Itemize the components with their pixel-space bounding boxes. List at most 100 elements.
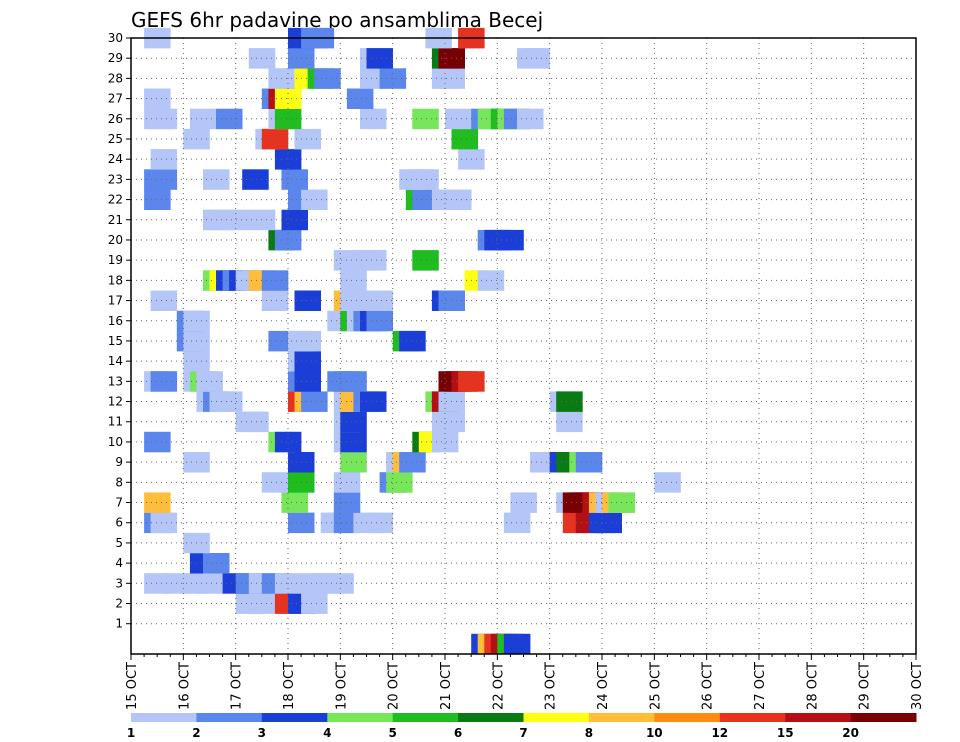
heatmap-cell xyxy=(333,472,361,493)
plot-frame xyxy=(130,37,917,655)
colorbar-label: 15 xyxy=(777,726,794,740)
y-tick-label: 28 xyxy=(108,71,123,85)
grid-lines xyxy=(131,37,916,654)
heatmap-cell xyxy=(340,371,367,392)
heatmap-cell xyxy=(144,189,171,210)
heatmap-cell xyxy=(333,492,361,513)
x-tick-label: 25 OCT xyxy=(648,662,663,710)
colorbar-label: 8 xyxy=(585,726,593,740)
colorbar-label: 5 xyxy=(389,726,397,740)
y-tick-label: 3 xyxy=(115,576,123,590)
heatmap-cell xyxy=(248,593,276,614)
y-tick-label: 17 xyxy=(108,294,123,308)
heatmap-cell xyxy=(144,88,171,109)
colorbar-swatch xyxy=(523,713,590,722)
heatmap-cell xyxy=(412,250,439,271)
heatmap-cell xyxy=(366,512,393,534)
heatmap-cell xyxy=(477,270,505,291)
y-tick-label: 20 xyxy=(108,233,123,247)
x-tick-label: 17 OCT xyxy=(230,662,245,710)
y-tick-label: 4 xyxy=(115,556,123,570)
heatmap-cell xyxy=(150,512,178,534)
heatmap-cell xyxy=(144,431,171,453)
heatmap-cell xyxy=(412,108,439,130)
colorbar-swatch xyxy=(392,713,459,722)
heatmap-cell xyxy=(360,391,387,412)
heatmap-cell xyxy=(150,108,178,130)
y-tick-label: 24 xyxy=(108,152,123,166)
colorbar-swatch xyxy=(458,713,524,722)
heatmap-cell xyxy=(340,452,367,473)
heatmap-cell xyxy=(556,391,583,412)
x-tick-label: 28 OCT xyxy=(805,662,820,710)
colorbar-swatch xyxy=(131,713,197,722)
heatmap-cell xyxy=(366,290,393,311)
heatmap-cell xyxy=(261,472,289,493)
heatmap-cell xyxy=(510,492,537,513)
heatmap-cell xyxy=(503,512,531,534)
heatmap-cell xyxy=(301,391,328,412)
heatmap-cell xyxy=(399,452,426,473)
colorbar-label: 1 xyxy=(127,726,135,740)
x-axis: 15 OCT 16 OCT 17 OCT 18 OCT 19 OCT 20 OCT 21 O… xyxy=(125,654,925,710)
heatmap-cell xyxy=(294,371,321,392)
heatmap-cell xyxy=(261,270,289,291)
y-tick-label: 30 xyxy=(108,31,123,45)
y-tick-label: 1 xyxy=(115,617,123,631)
heatmap-cell xyxy=(150,149,178,170)
heatmap-cell xyxy=(360,250,387,271)
colorbar-label: 10 xyxy=(646,726,663,740)
colorbar-swatch xyxy=(654,713,721,722)
heatmap-cell xyxy=(340,411,367,433)
colorbar-swatch xyxy=(785,713,852,722)
y-tick-label: 25 xyxy=(108,132,123,146)
heatmap-cell xyxy=(189,108,217,130)
y-tick-label: 6 xyxy=(115,516,123,530)
y-tick-label: 2 xyxy=(115,597,123,611)
heatmap-cell xyxy=(216,108,243,130)
heatmap-cell xyxy=(431,431,459,453)
heatmap-cell xyxy=(412,169,439,190)
heatmap-cell xyxy=(196,371,223,392)
heatmap-cell xyxy=(222,209,250,231)
heatmap-cell xyxy=(281,209,308,231)
heatmap-cell xyxy=(503,633,531,655)
x-tick-label: 21 OCT xyxy=(439,662,454,710)
y-tick-label: 12 xyxy=(108,395,123,409)
heatmap-cell xyxy=(274,149,302,170)
heatmap-cell xyxy=(360,108,387,130)
y-tick-label: 13 xyxy=(108,374,123,388)
heatmap-cell xyxy=(294,290,321,311)
x-tick-label: 18 OCT xyxy=(282,662,297,710)
y-tick-label: 21 xyxy=(108,213,123,227)
heatmap-cell xyxy=(595,512,622,534)
heatmap-cell xyxy=(216,391,243,412)
y-tick-label: 14 xyxy=(108,354,123,368)
colorbar: 1 2 3 4 5 6 7 8 10 12 15 20 xyxy=(127,713,917,740)
y-tick-label: 19 xyxy=(108,253,123,267)
heatmap-cell xyxy=(366,310,393,332)
heatmap-cell xyxy=(654,472,681,493)
y-tick-label: 27 xyxy=(108,92,123,106)
x-tick-label: 27 OCT xyxy=(753,662,768,710)
heatmap-cell xyxy=(340,431,367,453)
colorbar-swatch xyxy=(196,713,263,722)
heatmap-cell xyxy=(248,48,276,69)
y-tick-label: 5 xyxy=(115,536,123,550)
y-tick-label: 9 xyxy=(115,455,123,469)
heatmap-cell xyxy=(261,290,289,311)
heatmap-cell xyxy=(556,411,583,433)
heatmap-cell xyxy=(575,452,603,473)
heatmap-cell xyxy=(261,128,289,150)
colorbar-label: 2 xyxy=(192,726,200,740)
colorbar-swatch xyxy=(327,713,394,722)
x-tick-label: 23 OCT xyxy=(544,662,559,710)
heatmap-cell xyxy=(274,431,302,453)
colorbar-swatch xyxy=(850,713,917,722)
heatmap-cell xyxy=(517,108,544,130)
y-tick-label: 7 xyxy=(115,496,123,510)
heatmap-cell xyxy=(294,128,321,150)
x-tick-label: 24 OCT xyxy=(596,662,611,710)
x-tick-label: 30 OCT xyxy=(910,662,925,710)
